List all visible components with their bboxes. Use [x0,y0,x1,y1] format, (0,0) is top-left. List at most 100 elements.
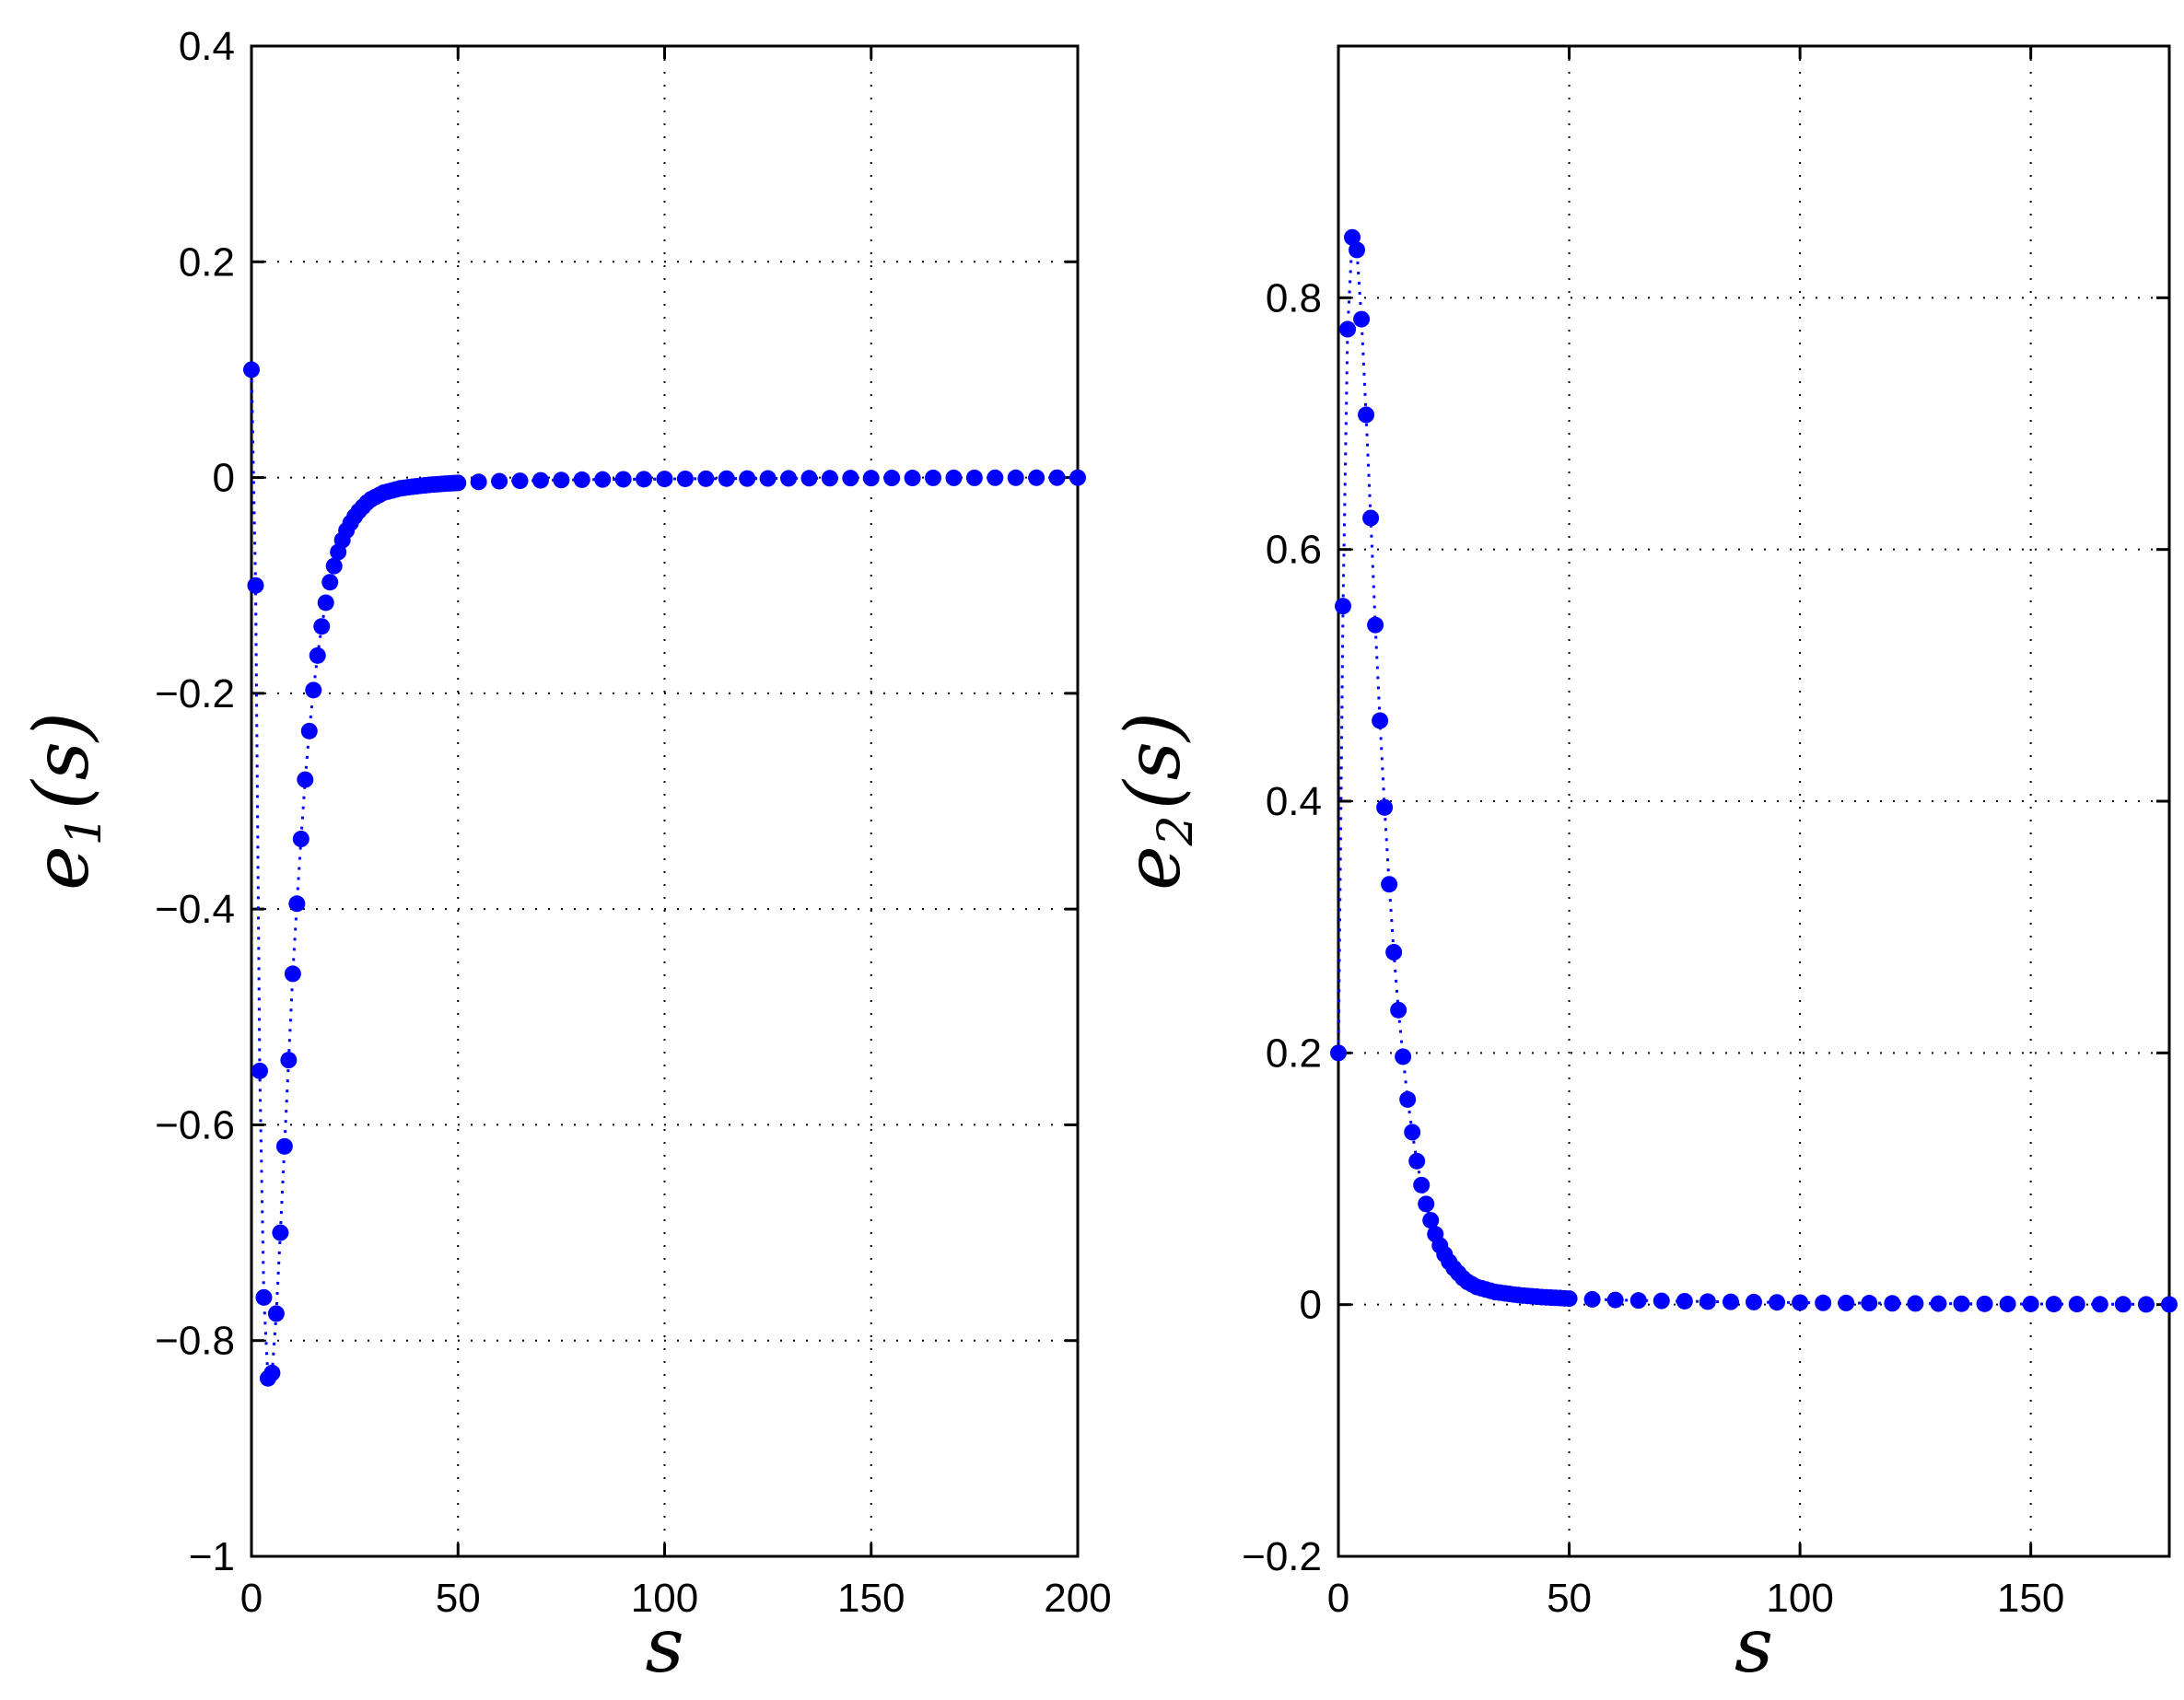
data-point [821,470,838,487]
data-point [1381,876,1398,893]
data-point [531,472,549,489]
data-point [594,471,612,488]
data-point [2068,1296,2085,1313]
x-tick-label: 200 [1044,1576,1111,1621]
data-point [1606,1291,1624,1309]
data-point [275,1137,293,1155]
y-axis-label-subscript: 1 [57,815,112,845]
data-point [1907,1295,1924,1312]
y-tick-label: 0.2 [179,239,235,285]
y-axis-label-main: e [18,845,106,891]
data-point [780,470,798,487]
data-point [2022,1295,2039,1312]
data-point [491,472,508,490]
data-point [243,361,260,378]
data-point [255,1288,273,1306]
data-point [1418,1195,1435,1213]
data-point [1339,320,1357,338]
x-tick-label: 0 [1327,1576,1349,1621]
data-point [1884,1295,1901,1312]
data-point [656,471,673,488]
data-point [636,471,653,488]
data-point [1353,310,1371,328]
data-point [883,470,901,487]
data-point [2091,1296,2108,1313]
data-point [1335,598,1352,615]
data-point [511,472,529,490]
data-point [1376,798,1394,816]
data-point [470,473,487,491]
x-tick-label: 100 [631,1576,698,1621]
data-point [718,470,735,487]
data-point [1422,1212,1440,1229]
data-point [1344,228,1361,246]
data-point [1372,712,1389,729]
data-point [842,470,859,487]
y-axis-label: e1 (s) [18,712,112,891]
data-point [1048,469,1066,486]
data-point [1838,1294,1855,1311]
data-point [1861,1295,1878,1312]
data-point [1395,1048,1412,1065]
data-point [272,1224,289,1241]
y-tick-label: 0 [1300,1283,1322,1328]
series-line [1337,237,2169,1306]
data-point [904,470,921,487]
y-tick-label: 0.4 [179,24,235,69]
data-point [1399,1090,1417,1108]
y-axis-label-argument: (s) [18,712,106,809]
x-tick-label: 100 [1766,1576,1833,1621]
data-point [325,557,343,575]
data-point [317,594,334,611]
y-axis-label-main: e [1110,845,1197,891]
data-point [1746,1293,1762,1310]
data-point [1699,1293,1716,1310]
data-point [300,722,318,739]
data-point [1362,509,1380,527]
data-point [1390,1001,1407,1019]
data-point [1930,1295,1947,1312]
data-point [267,1305,285,1322]
data-point [739,470,756,487]
data-point [1408,1152,1426,1170]
left-panel-e1: 0 50 100 150 200 −1 −0.8 −0.6 −0.4 −0.2 0 0.2 0.4 s e1… [18,24,1112,1690]
data-point [1560,1290,1578,1308]
data-point [288,895,306,913]
y-tick-label: 0.8 [1266,275,1322,320]
data-point [450,474,467,492]
data-point [759,470,777,487]
data-point [1653,1292,1670,1310]
y-tick-label: −0.6 [155,1102,235,1147]
x-tick-label: 150 [837,1576,905,1621]
y-axis-label-subscript: 2 [1149,815,1204,846]
data-point [800,470,818,487]
plot-frame [250,44,1080,1558]
data-point [292,831,309,847]
data-point [1769,1294,1786,1311]
data-point [1676,1292,1693,1310]
y-tick-label: 0.6 [1266,528,1322,573]
data-point [1413,1176,1431,1193]
y-tick-label: −1 [189,1534,235,1579]
y-tick-label: 0.2 [1266,1030,1322,1076]
x-axis-label: s [1734,1602,1773,1690]
data-point [2161,1296,2178,1313]
y-tick-label: −0.2 [155,671,235,716]
data-point [1976,1295,1993,1312]
y-axis-label: e2 (s) [1110,712,1204,891]
data-point [280,1052,298,1069]
data-point [305,681,322,699]
y-tick-label: −0.8 [155,1319,235,1364]
x-tick-label: 0 [240,1576,263,1621]
data-point [1629,1292,1647,1310]
data-point [573,471,590,488]
data-point [862,470,880,487]
data-point [309,646,326,664]
data-point [1007,469,1024,486]
data-point [697,470,715,487]
x-tick-label: 150 [1997,1576,2064,1621]
data-point [1722,1293,1739,1310]
data-point [945,469,963,486]
